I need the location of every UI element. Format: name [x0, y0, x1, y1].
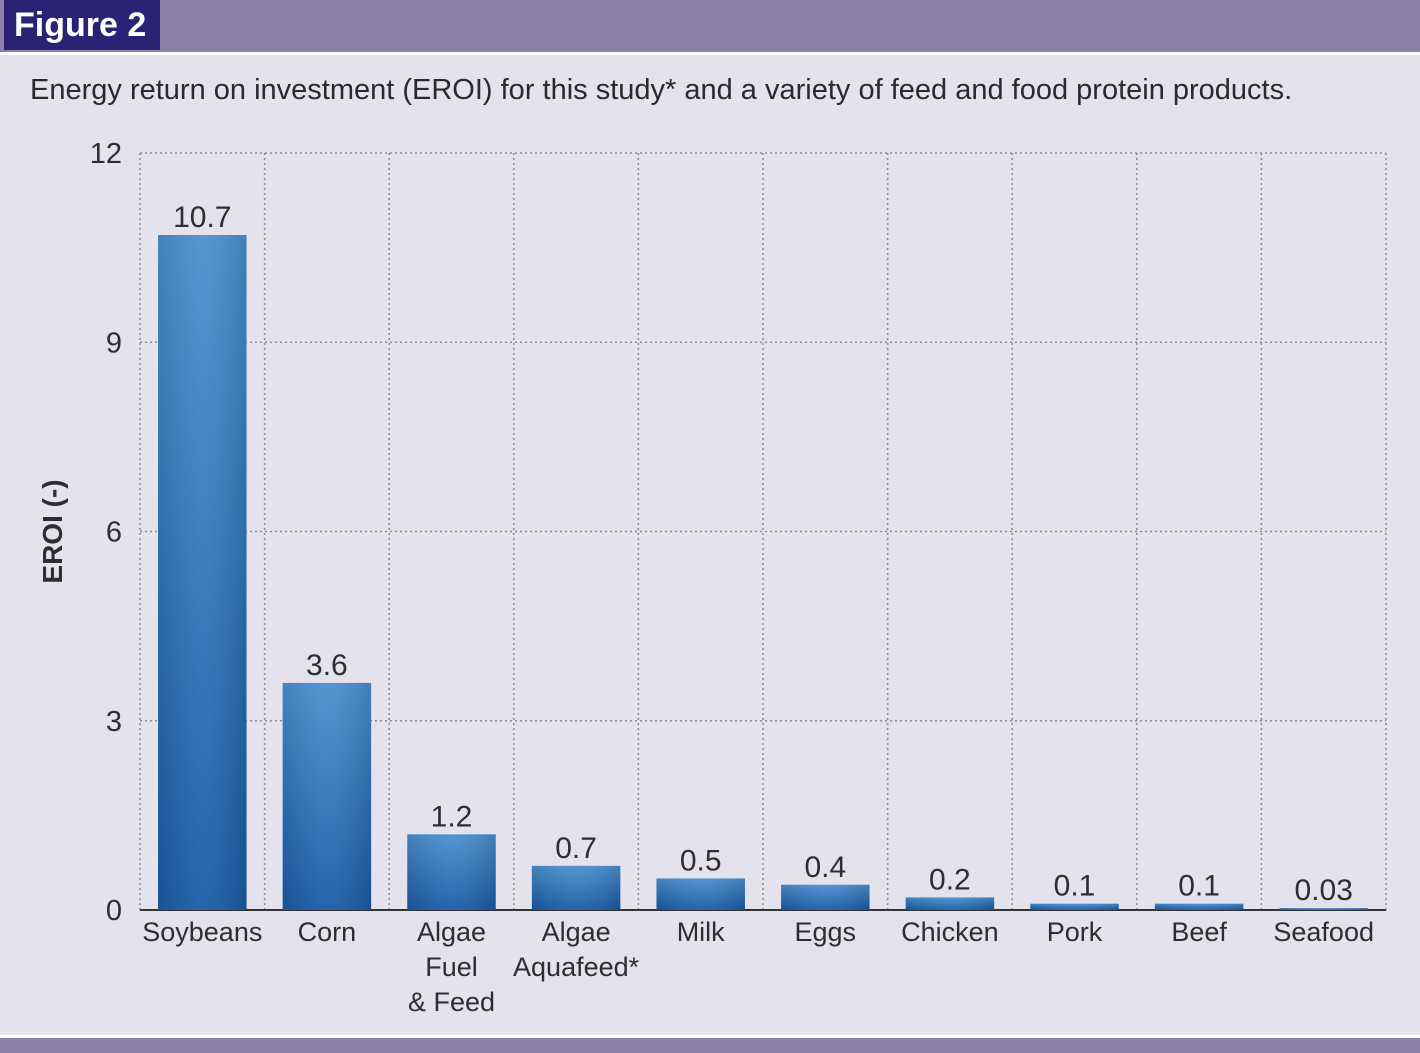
data-label: 0.1 — [1178, 870, 1220, 903]
footer-rule — [0, 1035, 1420, 1038]
y-tick-label: 0 — [106, 895, 122, 927]
x-tick-label-line: & Feed — [408, 987, 495, 1017]
bar-shading — [158, 235, 247, 911]
bar-shading — [407, 834, 496, 910]
bar-shading — [282, 682, 372, 910]
x-tick-label-line: Algae — [417, 917, 486, 947]
data-label: 0.4 — [804, 851, 846, 884]
bar-shading — [905, 897, 995, 910]
x-tick-label-line: Chicken — [901, 917, 999, 947]
data-label: 0.2 — [929, 863, 971, 896]
x-tick-label: Algae Fuel & Feed — [408, 917, 495, 1017]
y-axis-title: EROI (-) — [37, 479, 68, 583]
bar-shading — [531, 865, 621, 910]
bar-shading — [1030, 903, 1119, 910]
bar-shading — [656, 878, 745, 910]
x-tick-label: Soybeans — [142, 917, 262, 947]
data-label: 3.6 — [306, 649, 348, 682]
x-tick-label: Pork — [1047, 917, 1103, 947]
chart-title: Energy return on investment (EROI) for t… — [30, 74, 1293, 106]
x-tick-label: Corn — [298, 917, 357, 947]
x-tick-label: Algae Aquafeed* — [513, 917, 640, 982]
bar-shading — [1279, 908, 1368, 910]
y-tick-label: 6 — [106, 517, 122, 549]
bar-shading — [1154, 903, 1244, 910]
header-band — [0, 0, 1420, 52]
x-tick-label: Chicken — [901, 917, 999, 947]
y-tick-label: 3 — [106, 706, 122, 738]
x-tick-label-line: Aquafeed* — [513, 952, 640, 982]
header-rule — [0, 52, 1420, 55]
x-tick-label-line: Soybeans — [142, 917, 262, 947]
x-tick-label: Milk — [677, 917, 725, 947]
x-tick-label-line: Milk — [677, 917, 725, 947]
x-tick-label-line: Beef — [1171, 917, 1227, 947]
data-label: 10.7 — [173, 201, 231, 234]
data-label: 0.03 — [1295, 874, 1353, 907]
y-tick-label: 12 — [90, 138, 122, 170]
bar-shading — [781, 884, 870, 910]
x-tick-label-line: Pork — [1047, 917, 1103, 947]
x-tick-label: Beef — [1171, 917, 1227, 947]
x-tick-label-line: Corn — [298, 917, 357, 947]
x-tick-label-line: Fuel — [425, 952, 478, 982]
x-tick-label: Eggs — [795, 917, 857, 947]
x-tick-label-line: Eggs — [795, 917, 857, 947]
x-tick-label: Seafood — [1273, 917, 1374, 947]
data-label: 0.5 — [680, 844, 722, 877]
data-label: 1.2 — [431, 800, 473, 833]
data-label: 0.1 — [1054, 870, 1096, 903]
data-label: 0.7 — [555, 832, 597, 865]
y-tick-label: 9 — [106, 327, 122, 359]
x-tick-label-line: Algae — [542, 917, 611, 947]
figure-label: Figure 2 — [4, 0, 161, 50]
footer-band — [0, 1038, 1420, 1053]
x-tick-label-line: Seafood — [1273, 917, 1374, 947]
